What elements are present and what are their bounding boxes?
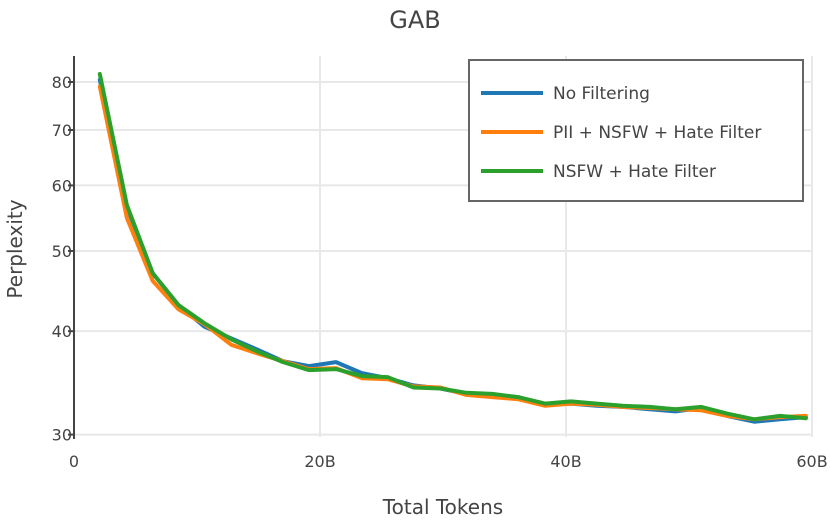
legend-label-pii-nsfw-hate: PII + NSFW + Hate Filter — [553, 123, 761, 143]
axes: 30 40 50 60 70 80 0 20B 40B 60B — [52, 56, 828, 471]
y-tick-label: 80 — [52, 73, 72, 92]
x-tick-label: 60B — [796, 452, 827, 471]
y-tick-label: 60 — [52, 176, 72, 195]
y-tick-label: 50 — [52, 242, 72, 261]
y-tick-label: 40 — [52, 322, 72, 341]
chart-title: GAB — [389, 6, 440, 34]
x-axis-label: Total Tokens — [382, 495, 503, 519]
x-tick-label: 0 — [69, 452, 79, 471]
legend-label-no-filtering: No Filtering — [553, 84, 650, 104]
x-tick-label: 40B — [550, 452, 581, 471]
series-lines — [97, 72, 808, 424]
legend: No Filtering PII + NSFW + Hate Filter NS… — [468, 59, 804, 202]
legend-label-nsfw-hate: NSFW + Hate Filter — [553, 162, 716, 182]
series-line-2 — [97, 72, 808, 422]
x-tick-label: 20B — [304, 452, 335, 471]
y-tick-label: 70 — [52, 121, 72, 140]
y-tick-label: 30 — [52, 426, 72, 445]
y-axis-label: Perplexity — [3, 199, 27, 298]
